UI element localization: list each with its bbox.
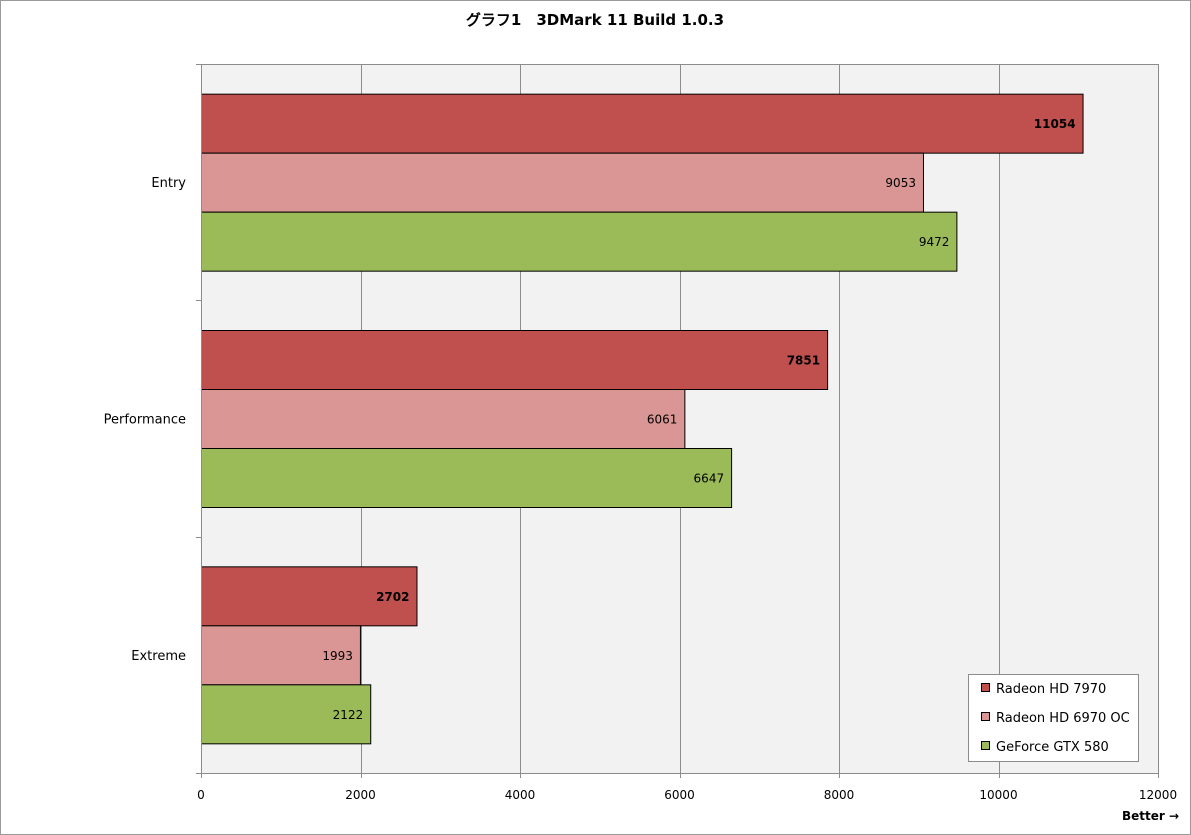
bar [201, 211, 958, 272]
legend-swatch [981, 741, 990, 750]
data-label: 2122 [333, 708, 364, 722]
category-label: Extreme [131, 649, 186, 664]
data-label: 7851 [787, 354, 820, 368]
x-tick-label: 4000 [505, 788, 536, 802]
bar [201, 625, 361, 686]
x-tick-label: 0 [197, 788, 205, 802]
data-label: 9053 [885, 176, 916, 190]
data-label: 1993 [322, 649, 353, 663]
data-label: 9472 [919, 235, 950, 249]
data-label: 6061 [647, 413, 678, 427]
x-tick-label: 8000 [824, 788, 855, 802]
data-labels: 11054 9053 9472 7851 6061 6647 2702 1993 2122 [322, 117, 1075, 722]
x-tick-labels: 0 2000 4000 6000 8000 10000 12000 [197, 788, 1177, 802]
category-label: Performance [104, 413, 186, 428]
chart-title: グラフ1 3DMark 11 Build 1.0.3 [466, 11, 724, 29]
x-tick-label: 2000 [345, 788, 376, 802]
legend: Radeon HD 7970 Radeon HD 6970 OC GeForce G… [968, 674, 1139, 762]
data-label: 6647 [694, 472, 725, 486]
category-labels: Entry Performance Extreme [104, 176, 187, 664]
x-axis-label: Better → [1122, 809, 1179, 823]
bar [201, 448, 733, 508]
axes [196, 64, 1159, 778]
bars [201, 93, 1084, 745]
legend-swatch [981, 712, 990, 721]
legend-swatch [981, 683, 990, 692]
bar [201, 330, 829, 390]
x-tick-label: 10000 [979, 788, 1017, 802]
bar [201, 566, 418, 627]
bar [201, 389, 686, 449]
legend-box [968, 674, 1139, 762]
bar [201, 152, 924, 213]
legend-entry: Radeon HD 7970 [996, 682, 1106, 697]
data-label: 11054 [1034, 117, 1076, 131]
bar [201, 684, 372, 745]
data-label: 2702 [376, 590, 409, 604]
legend-entry: GeForce GTX 580 [996, 740, 1109, 755]
category-label: Entry [151, 176, 186, 191]
legend-entry: Radeon HD 6970 OC [996, 711, 1130, 726]
x-tick-label: 12000 [1139, 788, 1177, 802]
x-tick-label: 6000 [664, 788, 695, 802]
bar [201, 93, 1084, 154]
